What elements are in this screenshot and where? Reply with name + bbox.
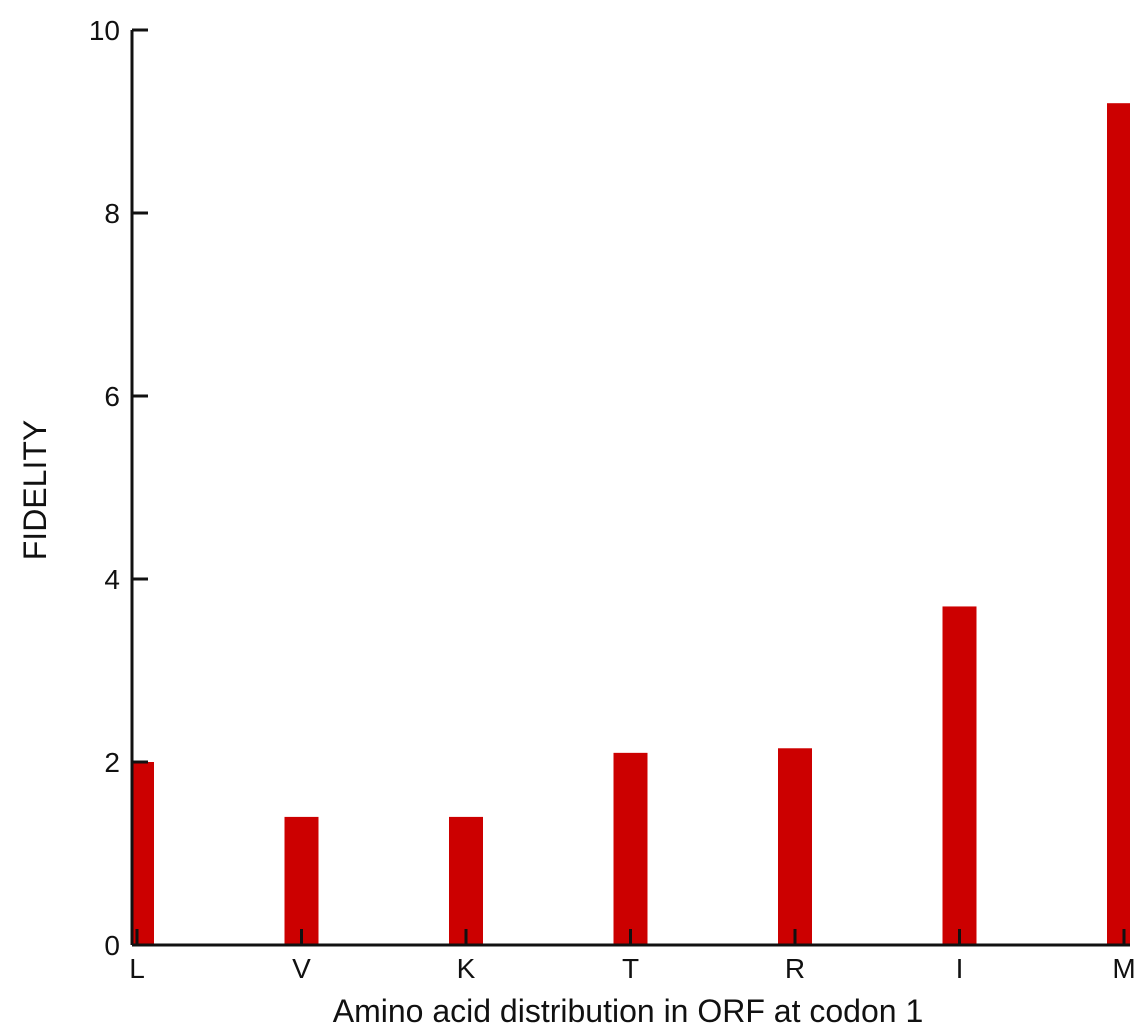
x-tick-label-R: R: [785, 953, 805, 984]
x-tick-label-M: M: [1112, 953, 1135, 984]
y-axis-title: FIDELITY: [17, 420, 53, 560]
y-tick-label: 8: [104, 198, 120, 229]
bar-L: [132, 762, 154, 945]
y-tick-label: 2: [104, 747, 120, 778]
bar-R: [778, 748, 812, 945]
bar-K: [449, 816, 483, 945]
x-axis-title: Amino acid distribution in ORF at codon …: [333, 993, 924, 1029]
y-tick-label: 4: [104, 564, 120, 595]
bars-layer: [132, 103, 1130, 945]
labels-layer: 0 2 4 6 8 10 L V K T R I M: [89, 15, 1136, 984]
x-tick-label-I: I: [956, 953, 964, 984]
x-tick-label-K: K: [457, 953, 476, 984]
y-tick-label: 10: [89, 15, 120, 46]
bar-T: [613, 752, 648, 945]
bar-M: [1107, 103, 1130, 945]
x-tick-label-V: V: [292, 953, 311, 984]
bar-V: [284, 816, 319, 945]
x-tick-label-L: L: [129, 953, 145, 984]
y-tick-label: 0: [104, 930, 120, 961]
bar-I: [942, 606, 977, 945]
x-tick-label-T: T: [622, 953, 639, 984]
axes-layer: [130, 28, 1130, 947]
y-tick-label: 6: [104, 381, 120, 412]
